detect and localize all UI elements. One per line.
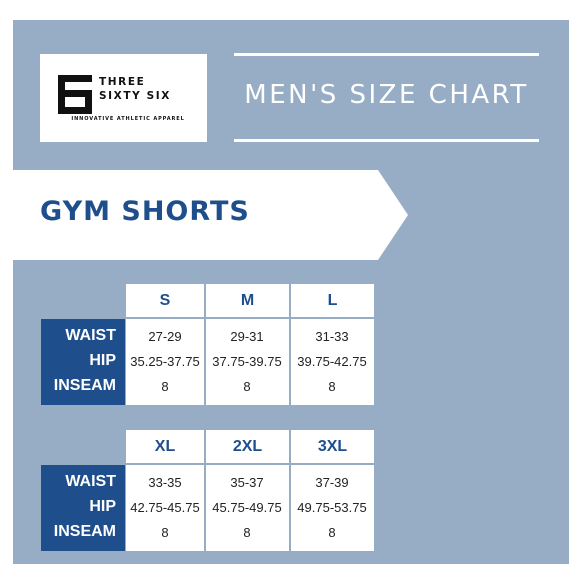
product-banner (13, 170, 408, 260)
hip-value: 39.75-42.75 (297, 354, 367, 369)
size-header-2xl: 2XL (206, 430, 289, 463)
size-column-s: 27-29 35.25-37.75 8 (126, 319, 204, 405)
brand-logo: THREE SIXTY SIX INNOVATIVE ATHLETIC APPA… (40, 54, 207, 142)
size-header-m: M (206, 284, 289, 317)
hip-value: 45.75-49.75 (212, 500, 282, 515)
waist-value: 27-29 (148, 329, 182, 344)
row-labels-box: WAIST HIP INSEAM (41, 319, 125, 405)
waist-value: 35-37 (230, 475, 264, 490)
size-column-m: 29-31 37.75-39.75 8 (206, 319, 289, 405)
waist-value: 31-33 (315, 329, 349, 344)
brand-name-line2: SIXTY SIX (99, 90, 171, 102)
size-column-l: 31-33 39.75-42.75 8 (291, 319, 374, 405)
size-column-2xl: 35-37 45.75-49.75 8 (206, 465, 289, 551)
size-column-xl: 33-35 42.75-45.75 8 (126, 465, 204, 551)
row-label-waist: WAIST (65, 473, 116, 490)
brand-tagline: INNOVATIVE ATHLETIC APPAREL (71, 116, 185, 122)
inseam-value: 8 (243, 525, 251, 540)
row-labels-box: WAIST HIP INSEAM (41, 465, 125, 551)
hip-value: 37.75-39.75 (212, 354, 282, 369)
size-header-3xl: 3XL (291, 430, 374, 463)
hip-value: 35.25-37.75 (130, 354, 200, 369)
inseam-value: 8 (328, 379, 336, 394)
size-column-3xl: 37-39 49.75-53.75 8 (291, 465, 374, 551)
waist-value: 29-31 (230, 329, 264, 344)
title-rule-top (234, 53, 539, 56)
row-label-hip: HIP (89, 498, 116, 515)
product-name: GYM SHORTS (40, 196, 250, 227)
inseam-value: 8 (328, 525, 336, 540)
size-header-l: L (291, 284, 374, 317)
brand-name-line1: THREE (99, 76, 146, 88)
inseam-value: 8 (243, 379, 251, 394)
row-label-hip: HIP (89, 352, 116, 369)
row-label-inseam: INSEAM (53, 523, 116, 540)
row-label-inseam: INSEAM (53, 377, 116, 394)
waist-value: 37-39 (315, 475, 349, 490)
row-label-waist: WAIST (65, 327, 116, 344)
size-header-xl: XL (126, 430, 204, 463)
inseam-value: 8 (161, 525, 169, 540)
brand-mark-icon (58, 75, 92, 114)
hip-value: 49.75-53.75 (297, 500, 367, 515)
size-header-s: S (126, 284, 204, 317)
title-rule-bottom (234, 139, 539, 142)
hip-value: 42.75-45.75 (130, 500, 200, 515)
page-title: MEN'S SIZE CHART (244, 80, 529, 110)
inseam-value: 8 (161, 379, 169, 394)
waist-value: 33-35 (148, 475, 182, 490)
